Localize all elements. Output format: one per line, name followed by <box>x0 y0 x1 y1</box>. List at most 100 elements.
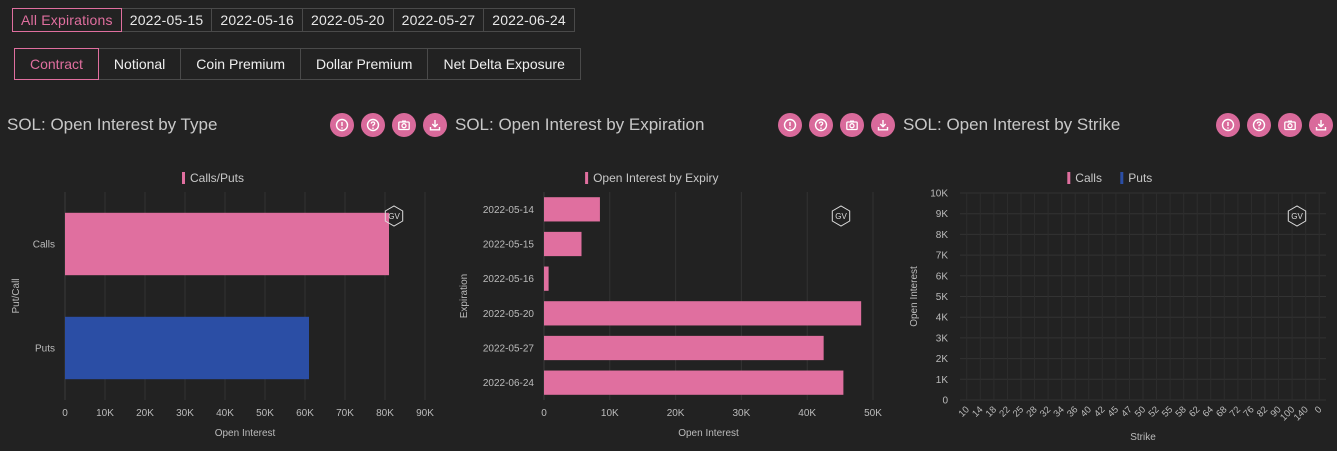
y-tick-label: 0 <box>942 396 948 407</box>
watermark-text: GV <box>835 212 847 221</box>
y-axis-title: Open Interest <box>909 266 920 327</box>
help-icon[interactable] <box>361 113 385 137</box>
panel-oi-by-expiration: SOL: Open Interest by Expiration Open In… <box>455 108 895 451</box>
y-tick-label: 7K <box>936 251 949 262</box>
y-tick-label: 4K <box>936 313 949 324</box>
tab-notional[interactable]: Notional <box>97 48 182 80</box>
x-tick-label: 60K <box>296 408 314 419</box>
y-axis-title: Put/Call <box>11 278 22 313</box>
tab-expiration[interactable]: 2022-05-16 <box>211 8 303 32</box>
info-icon[interactable] <box>330 113 354 137</box>
bar <box>544 370 844 395</box>
x-tick-label: 50K <box>864 408 882 419</box>
help-icon[interactable] <box>809 113 833 137</box>
camera-icon[interactable] <box>392 113 416 137</box>
y-tick-label: 2022-05-27 <box>483 344 535 355</box>
bar <box>544 231 582 257</box>
panel-toolbar <box>778 113 895 137</box>
y-tick-label: 2022-05-20 <box>483 309 535 320</box>
x-tick-label: 40K <box>798 408 816 419</box>
y-tick-label: 2022-05-14 <box>483 205 535 216</box>
x-axis-title: Open Interest <box>678 428 739 439</box>
panel-oi-by-type: SOL: Open Interest by Type Calls/Puts 0 10… <box>7 108 447 451</box>
panel-toolbar <box>330 113 447 137</box>
y-tick-label: 8K <box>936 230 949 241</box>
watermark-text: GV <box>388 212 400 221</box>
oi-by-strike-chart: Calls Puts01K2K3K4K5K6K7K8K9K10K101418222… <box>909 171 1326 443</box>
legend-swatch <box>1067 172 1071 184</box>
x-tick-label: 30K <box>176 408 194 419</box>
y-tick-label: 2K <box>936 354 949 365</box>
x-tick-label: 0 <box>541 408 547 419</box>
x-tick-label: 70K <box>336 408 354 419</box>
y-tick-label: 2022-05-16 <box>483 274 535 285</box>
y-axis-title: Expiration <box>459 274 470 318</box>
expiration-tabs: All Expirations 2022-05-15 2022-05-16 20… <box>12 8 575 32</box>
legend-swatch <box>585 172 589 184</box>
y-tick-label: 2022-06-24 <box>483 378 535 389</box>
panel-title: SOL: Open Interest by Type <box>7 115 218 134</box>
y-tick-label: 6K <box>936 271 949 282</box>
bar <box>544 197 600 222</box>
y-tick-label: 5K <box>936 292 949 303</box>
x-tick-label: 50K <box>256 408 274 419</box>
legend-swatch <box>1120 172 1124 184</box>
bar <box>544 301 862 326</box>
panel-title: SOL: Open Interest by Strike <box>903 115 1121 134</box>
legend-label: Open Interest by Expiry <box>593 171 718 185</box>
x-tick-label: 0 <box>1313 404 1325 416</box>
oi-by-type-chart: Calls/Puts 0 10K 20K 30K 40K 50K 60K 70K 80K 90K Ca… <box>11 171 434 439</box>
legend-swatch <box>182 172 185 184</box>
tab-expiration[interactable]: 2022-05-27 <box>392 8 485 32</box>
bar <box>65 212 389 276</box>
bar <box>544 335 824 361</box>
bar <box>544 266 549 291</box>
panel-toolbar <box>1216 113 1333 137</box>
legend-label: Puts <box>1128 171 1152 185</box>
tab-expiration[interactable]: 2022-06-24 <box>483 8 575 32</box>
y-tick-label: 9K <box>936 209 949 220</box>
x-tick-label: 30K <box>733 408 751 419</box>
legend-label: Calls <box>1075 171 1102 185</box>
help-icon[interactable] <box>1247 113 1271 137</box>
bar <box>65 316 309 380</box>
x-tick-label: 20K <box>667 408 685 419</box>
tab-all-expirations[interactable]: All Expirations <box>12 8 122 32</box>
x-tick-label: 0 <box>62 408 68 419</box>
x-tick-label: 140 <box>1292 404 1311 423</box>
tab-expiration[interactable]: 2022-05-15 <box>120 8 213 32</box>
camera-icon[interactable] <box>1278 113 1302 137</box>
x-axis-title: Strike <box>1130 432 1156 443</box>
x-tick-label: 10K <box>96 408 114 419</box>
tab-dollar-premium[interactable]: Dollar Premium <box>300 48 429 80</box>
x-axis-title: Open Interest <box>215 428 276 439</box>
tab-expiration[interactable]: 2022-05-20 <box>301 8 394 32</box>
y-tick-label: 2022-05-15 <box>483 240 535 251</box>
x-tick-label: 90K <box>416 408 434 419</box>
y-tick-label: 10K <box>930 189 948 200</box>
download-icon[interactable] <box>871 113 895 137</box>
oi-by-expiration-chart: Open Interest by Expiry 0 10K 20K 30K 40K 50K 2… <box>459 171 882 439</box>
y-tick-label: 1K <box>936 375 949 386</box>
watermark-logo <box>831 205 851 227</box>
x-tick-label: 80K <box>376 408 394 419</box>
watermark-logo <box>1287 205 1307 227</box>
tab-coin-premium[interactable]: Coin Premium <box>180 48 301 80</box>
x-tick-label: 20K <box>136 408 154 419</box>
y-tick-label: Calls <box>33 240 55 251</box>
panel-oi-by-strike: SOL: Open Interest by Strike Calls Puts 0 1… <box>903 108 1333 451</box>
metric-tabs: Contract Notional Coin Premium Dollar Pr… <box>14 48 581 80</box>
info-icon[interactable] <box>778 113 802 137</box>
legend-label: Calls/Puts <box>190 171 244 185</box>
tab-net-delta-exposure[interactable]: Net Delta Exposure <box>427 48 581 80</box>
download-icon[interactable] <box>1309 113 1333 137</box>
tab-contract[interactable]: Contract <box>14 48 99 80</box>
x-tick-label: 10K <box>601 408 619 419</box>
watermark-text: GV <box>1291 212 1303 221</box>
y-tick-label: Puts <box>35 344 55 355</box>
camera-icon[interactable] <box>840 113 864 137</box>
info-icon[interactable] <box>1216 113 1240 137</box>
panel-title: SOL: Open Interest by Expiration <box>455 115 705 134</box>
watermark-logo <box>384 205 404 227</box>
download-icon[interactable] <box>423 113 447 137</box>
